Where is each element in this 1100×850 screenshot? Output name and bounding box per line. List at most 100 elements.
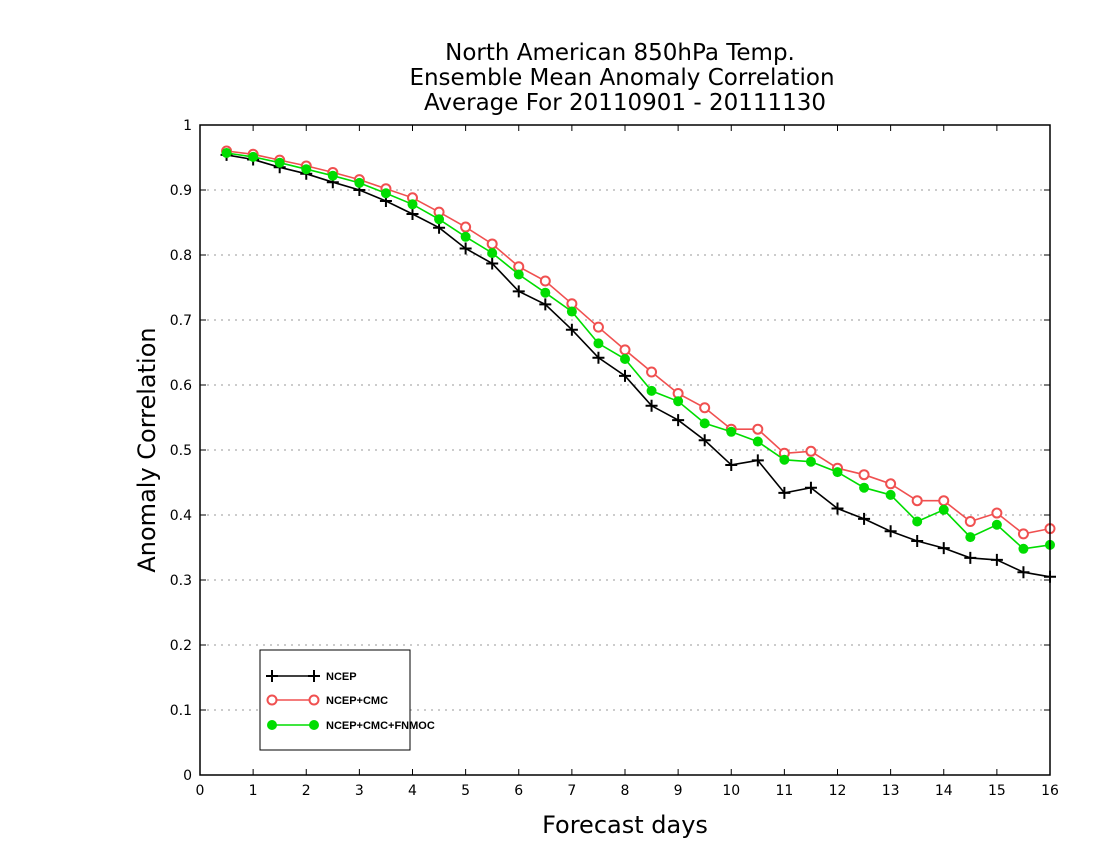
- data-point-series-1: [672, 414, 685, 427]
- chart-title-line-1: North American 850hPa Temp.: [445, 40, 795, 66]
- x-tick-label: 8: [621, 783, 630, 799]
- data-point-series-1: [751, 454, 764, 467]
- data-point-series-1: [1017, 566, 1030, 579]
- y-tick-label: 0.9: [170, 183, 192, 199]
- data-point-series-2: [858, 469, 870, 481]
- x-tick-label: 13: [882, 783, 900, 799]
- data-point-series-3: [699, 418, 710, 429]
- data-point-legend-marker: [266, 694, 278, 706]
- data-point-series-3: [274, 157, 285, 168]
- y-tick-label: 0.4: [170, 508, 192, 524]
- legend-item: NCEP: [266, 670, 357, 683]
- data-point-series-3: [487, 248, 498, 259]
- y-axis-label: Anomaly Correlation: [133, 327, 161, 572]
- data-point-series-2: [805, 445, 817, 457]
- legend-label: NCEP+CMC: [326, 695, 388, 707]
- x-axis-label: Forecast days: [542, 811, 708, 839]
- data-point-series-3: [726, 426, 737, 437]
- data-point-legend-marker: [266, 670, 278, 682]
- data-point-series-1: [459, 242, 472, 255]
- chart-title-line-3: Average For 20110901 - 20111130: [424, 90, 826, 116]
- x-tick-label: 4: [408, 783, 417, 799]
- y-tick-label: 0.5: [170, 443, 192, 459]
- data-point-series-3: [566, 306, 577, 317]
- x-tick-label: 6: [514, 783, 523, 799]
- data-point-series-3: [380, 188, 391, 199]
- data-point-series-1: [778, 486, 791, 499]
- data-point-series-1: [964, 551, 977, 564]
- x-tick-label: 5: [461, 783, 470, 799]
- data-point-series-1: [804, 481, 817, 494]
- data-point-series-3: [354, 177, 365, 188]
- data-point-series-3: [832, 467, 843, 478]
- data-point-series-1: [725, 458, 738, 471]
- data-point-series-3: [248, 151, 259, 162]
- legend-label: NCEP: [326, 671, 357, 683]
- data-point-series-3: [620, 354, 630, 364]
- data-point-series-3: [779, 454, 790, 465]
- data-point-series-3: [646, 385, 657, 396]
- data-point-series-1: [486, 257, 499, 270]
- y-tick-label: 0.7: [170, 313, 192, 329]
- series-line: [226, 154, 1051, 578]
- data-point-series-1: [911, 535, 924, 547]
- legend-item: NCEP+CMC: [266, 694, 388, 707]
- x-tick-label: 15: [988, 783, 1006, 799]
- x-tick-label: 9: [674, 783, 683, 799]
- data-point-legend-marker: [267, 720, 277, 730]
- data-point-series-2: [885, 478, 897, 490]
- data-point-series-3: [434, 214, 445, 225]
- chart-title-line-2: Ensemble Mean Anomaly Correlation: [409, 65, 834, 91]
- x-tick-label: 14: [935, 783, 953, 799]
- data-point-series-1: [884, 525, 897, 538]
- x-tick-label: 2: [302, 783, 311, 799]
- data-point-series-1: [937, 542, 950, 555]
- x-tick-label: 1: [249, 783, 258, 799]
- data-point-series-3: [1018, 543, 1029, 554]
- data-point-series-2: [592, 321, 604, 333]
- data-point-series-3: [593, 338, 604, 349]
- data-point-series-3: [938, 504, 949, 515]
- x-tick-label: 11: [775, 783, 793, 799]
- x-tick-label: 12: [829, 783, 847, 799]
- legend-label: NCEP+CMC+FNMOC: [326, 720, 435, 732]
- data-point-series-2: [1017, 528, 1029, 540]
- series-line: [226, 150, 1051, 535]
- data-point-series-1: [619, 369, 631, 382]
- series-line: [226, 152, 1051, 550]
- data-point-legend-marker: [308, 670, 320, 682]
- data-point-series-2: [752, 423, 764, 435]
- grid-lines: [200, 189, 1050, 711]
- data-point-series-3: [859, 482, 870, 493]
- data-point-series-2: [460, 221, 472, 233]
- data-point-series-1: [858, 512, 871, 525]
- data-point-series-2: [699, 402, 711, 414]
- data-point-series-2: [964, 516, 976, 527]
- data-point-series-1: [406, 208, 419, 221]
- x-tick-label: 7: [567, 783, 576, 799]
- y-tick-label: 0.2: [170, 638, 192, 654]
- legend: NCEP NCEP+CMC NCEP+CMC+FNMOC: [259, 649, 435, 751]
- data-point-series-3: [965, 532, 976, 543]
- data-point-series-3: [540, 287, 551, 298]
- legend-item: NCEP+CMC+FNMOC: [267, 720, 435, 732]
- data-point-series-2: [911, 495, 923, 507]
- axis-ticks: 0 1 2 3 4 5 6 7 8 9 10 11 12 13 14 15 1600.10.20.30.40.5…: [170, 118, 1059, 799]
- data-point-series-1: [990, 553, 1003, 566]
- data-point-series-3: [805, 456, 816, 467]
- x-tick-label: 3: [355, 783, 364, 799]
- data-point-series-2: [938, 495, 950, 507]
- data-point-series-1: [565, 323, 578, 336]
- y-tick-label: 0: [183, 768, 192, 784]
- data-point-series-3: [912, 516, 923, 527]
- data-point-series-3: [673, 396, 684, 407]
- series-2: [221, 145, 1056, 540]
- x-tick-label: 16: [1041, 783, 1059, 799]
- data-point-series-2: [619, 344, 631, 356]
- data-point-series-2: [486, 238, 498, 250]
- data-point-series-1: [645, 399, 658, 412]
- data-point-series-3: [513, 269, 524, 280]
- data-point-series-2: [991, 507, 1003, 519]
- data-point-series-3: [221, 147, 232, 158]
- data-point-series-1: [831, 502, 844, 515]
